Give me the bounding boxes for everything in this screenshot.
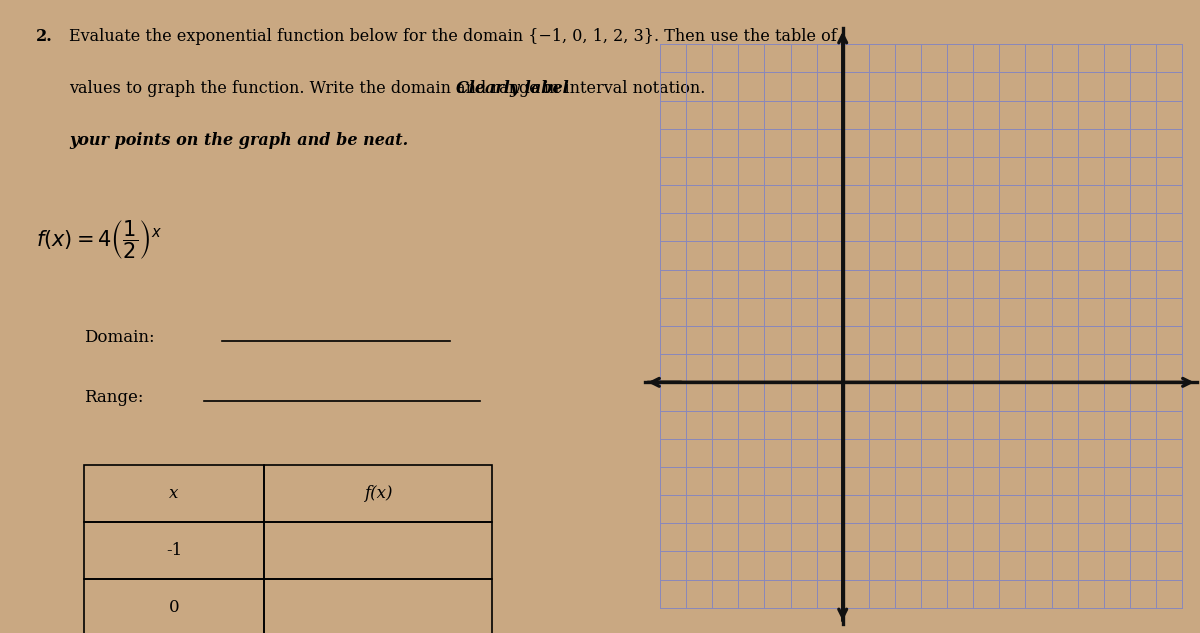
Text: values to graph the function. Write the domain and range in interval notation.: values to graph the function. Write the … bbox=[70, 80, 710, 97]
Text: 0: 0 bbox=[169, 599, 179, 615]
Text: your points on the graph and be neat.: your points on the graph and be neat. bbox=[70, 132, 408, 149]
Text: x: x bbox=[169, 485, 179, 501]
Bar bbox=[84, 579, 264, 633]
Bar bbox=[84, 465, 264, 522]
Text: -1: -1 bbox=[166, 542, 182, 558]
Bar bbox=[264, 465, 492, 522]
Text: Domain:: Domain: bbox=[84, 329, 155, 346]
Text: Clearly label: Clearly label bbox=[456, 80, 569, 97]
Text: Evaluate the exponential function below for the domain {−1, 0, 1, 2, 3}. Then us: Evaluate the exponential function below … bbox=[70, 28, 836, 46]
Bar bbox=[264, 522, 492, 579]
Text: 2.: 2. bbox=[36, 28, 53, 46]
Bar bbox=[84, 522, 264, 579]
Text: Range:: Range: bbox=[84, 389, 144, 406]
Bar bbox=[264, 579, 492, 633]
Text: $f(x) = 4\left(\dfrac{1}{2}\right)^{x}$: $f(x) = 4\left(\dfrac{1}{2}\right)^{x}$ bbox=[36, 218, 162, 261]
Text: f(x): f(x) bbox=[364, 485, 392, 501]
